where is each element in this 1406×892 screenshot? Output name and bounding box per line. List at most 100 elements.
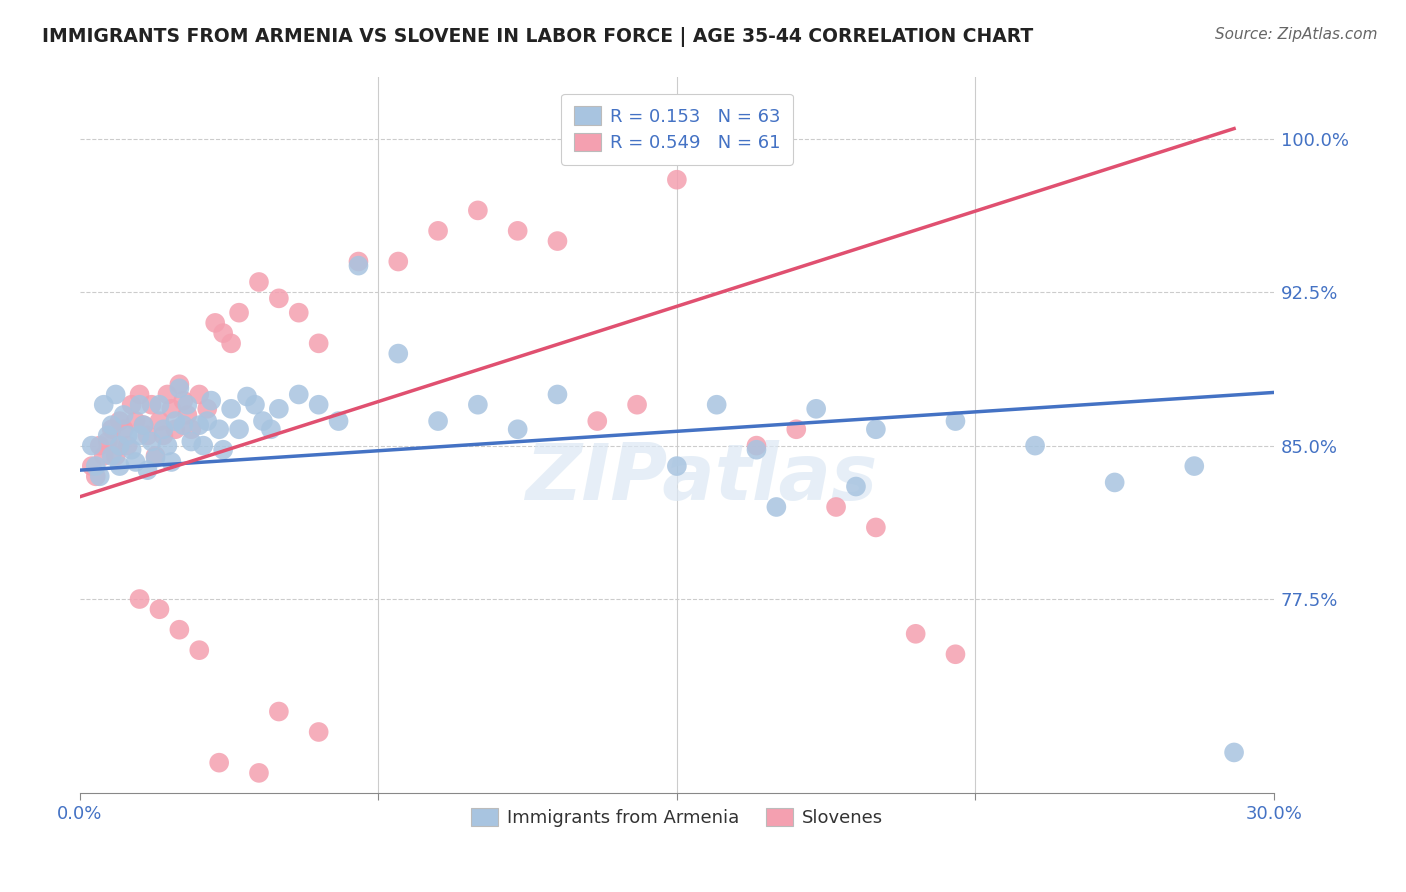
Point xyxy=(308,398,330,412)
Point xyxy=(287,387,309,401)
Text: Source: ZipAtlas.com: Source: ZipAtlas.com xyxy=(1215,27,1378,42)
Point xyxy=(165,414,187,428)
Point xyxy=(80,439,103,453)
Point xyxy=(104,449,127,463)
Point xyxy=(148,398,170,412)
Point xyxy=(169,377,191,392)
Point xyxy=(260,422,283,436)
Point xyxy=(180,434,202,449)
Point xyxy=(121,398,143,412)
Point xyxy=(165,422,187,436)
Point xyxy=(156,439,179,453)
Point xyxy=(148,414,170,428)
Point xyxy=(136,463,159,477)
Point xyxy=(267,401,290,416)
Point xyxy=(236,390,259,404)
Point xyxy=(1182,459,1205,474)
Point xyxy=(156,387,179,401)
Point xyxy=(427,224,450,238)
Point xyxy=(745,439,768,453)
Point xyxy=(546,234,568,248)
Point xyxy=(387,346,409,360)
Point xyxy=(132,418,155,433)
Point xyxy=(219,336,242,351)
Point xyxy=(247,765,270,780)
Point xyxy=(141,434,163,449)
Text: ZIPatlas: ZIPatlas xyxy=(524,441,877,516)
Point xyxy=(188,387,211,401)
Point xyxy=(108,439,131,453)
Point xyxy=(1223,746,1246,760)
Point xyxy=(108,439,131,453)
Point xyxy=(152,422,174,436)
Point xyxy=(200,393,222,408)
Point xyxy=(188,418,211,433)
Point xyxy=(195,414,218,428)
Point xyxy=(1024,439,1046,453)
Point xyxy=(765,500,787,514)
Point xyxy=(228,306,250,320)
Point xyxy=(148,602,170,616)
Point xyxy=(228,422,250,436)
Point xyxy=(112,422,135,436)
Point xyxy=(97,428,120,442)
Point xyxy=(93,398,115,412)
Point xyxy=(145,449,167,463)
Point xyxy=(172,393,194,408)
Point xyxy=(506,224,529,238)
Point xyxy=(188,643,211,657)
Point xyxy=(208,756,231,770)
Point xyxy=(467,398,489,412)
Point xyxy=(1104,475,1126,490)
Point xyxy=(267,291,290,305)
Point xyxy=(904,627,927,641)
Point xyxy=(865,422,887,436)
Point xyxy=(328,414,350,428)
Point xyxy=(128,398,150,412)
Point xyxy=(706,142,728,156)
Point xyxy=(825,500,848,514)
Point xyxy=(97,434,120,449)
Point xyxy=(89,469,111,483)
Text: IMMIGRANTS FROM ARMENIA VS SLOVENE IN LABOR FORCE | AGE 35-44 CORRELATION CHART: IMMIGRANTS FROM ARMENIA VS SLOVENE IN LA… xyxy=(42,27,1033,46)
Point xyxy=(208,422,231,436)
Point xyxy=(169,381,191,395)
Point xyxy=(506,422,529,436)
Point xyxy=(84,459,107,474)
Point xyxy=(586,414,609,428)
Point xyxy=(172,418,194,433)
Point xyxy=(124,414,146,428)
Point xyxy=(128,592,150,607)
Point xyxy=(308,725,330,739)
Point xyxy=(193,439,215,453)
Point xyxy=(112,408,135,422)
Point xyxy=(287,306,309,320)
Point xyxy=(124,455,146,469)
Point xyxy=(247,275,270,289)
Point xyxy=(195,401,218,416)
Point xyxy=(108,459,131,474)
Point xyxy=(121,442,143,457)
Point xyxy=(706,398,728,412)
Point xyxy=(804,401,827,416)
Point xyxy=(136,428,159,442)
Point xyxy=(108,414,131,428)
Point xyxy=(219,401,242,416)
Point xyxy=(117,428,139,442)
Point xyxy=(785,422,807,436)
Point xyxy=(945,414,967,428)
Point xyxy=(347,259,370,273)
Point xyxy=(427,414,450,428)
Point xyxy=(100,418,122,433)
Point xyxy=(141,398,163,412)
Point xyxy=(160,455,183,469)
Point xyxy=(132,418,155,433)
Point xyxy=(347,254,370,268)
Point xyxy=(745,442,768,457)
Point xyxy=(252,414,274,428)
Point xyxy=(100,422,122,436)
Legend: Immigrants from Armenia, Slovenes: Immigrants from Armenia, Slovenes xyxy=(464,801,890,834)
Point xyxy=(626,398,648,412)
Point xyxy=(467,203,489,218)
Point xyxy=(152,428,174,442)
